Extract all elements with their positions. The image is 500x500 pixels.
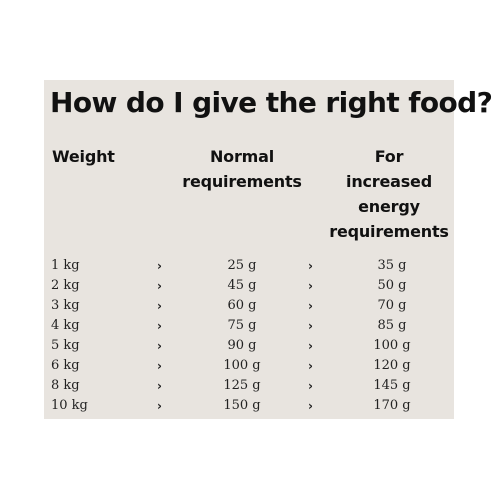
increased-amount-cell: 100 g — [373, 338, 411, 353]
feeding-table-panel: How do I give the right food? Weight Nor… — [44, 80, 493, 419]
chevron-right-icon: › — [308, 379, 313, 393]
weight-cell: 2 kg — [51, 278, 80, 293]
column-header-weight: Weight — [52, 144, 115, 169]
weight-cell: 5 kg — [51, 338, 80, 353]
weight-cell: 10 kg — [51, 398, 88, 413]
chevron-right-icon: › — [308, 359, 313, 373]
normal-amount-cell: 125 g — [223, 378, 261, 393]
table-row: 6 kg › 100 g › 120 g — [44, 356, 454, 376]
weight-cell: 1 kg — [51, 258, 80, 273]
page-title: How do I give the right food? — [50, 86, 493, 119]
chevron-right-icon: › — [308, 399, 313, 413]
feeding-table-body: 1 kg › 25 g › 35 g 2 kg › 45 g › 50 g 3 … — [44, 256, 454, 416]
weight-cell: 6 kg — [51, 358, 80, 373]
table-row: 10 kg › 150 g › 170 g — [44, 396, 454, 416]
increased-amount-cell: 170 g — [373, 398, 411, 413]
normal-amount-cell: 45 g — [227, 278, 257, 293]
chevron-right-icon: › — [157, 259, 162, 273]
column-header-increased-line1: For — [374, 147, 404, 166]
increased-amount-cell: 70 g — [377, 298, 407, 313]
column-header-increased-line3: energy — [358, 197, 420, 216]
increased-amount-cell: 50 g — [377, 278, 407, 293]
chevron-right-icon: › — [157, 319, 162, 333]
chevron-right-icon: › — [308, 299, 313, 313]
column-header-increased-line2: increased — [346, 172, 432, 191]
column-header-normal: Normal requirements — [172, 144, 312, 194]
weight-cell: 8 kg — [51, 378, 80, 393]
column-header-increased: For increased energy requirements — [324, 144, 454, 244]
chevron-right-icon: › — [308, 339, 313, 353]
chevron-right-icon: › — [308, 279, 313, 293]
column-header-increased-line4: requirements — [329, 222, 449, 241]
chevron-right-icon: › — [157, 379, 162, 393]
column-header-weight-label: Weight — [52, 147, 115, 166]
increased-amount-cell: 85 g — [377, 318, 407, 333]
normal-amount-cell: 25 g — [227, 258, 257, 273]
normal-amount-cell: 150 g — [223, 398, 261, 413]
increased-amount-cell: 145 g — [373, 378, 411, 393]
chevron-right-icon: › — [157, 399, 162, 413]
table-row: 1 kg › 25 g › 35 g — [44, 256, 454, 276]
table-row: 4 kg › 75 g › 85 g — [44, 316, 454, 336]
column-header-normal-line2: requirements — [182, 172, 302, 191]
chevron-right-icon: › — [157, 279, 162, 293]
chevron-right-icon: › — [157, 339, 162, 353]
chevron-right-icon: › — [157, 299, 162, 313]
normal-amount-cell: 100 g — [223, 358, 261, 373]
increased-amount-cell: 35 g — [377, 258, 407, 273]
column-header-normal-line1: Normal — [209, 147, 275, 166]
chevron-right-icon: › — [308, 259, 313, 273]
normal-amount-cell: 60 g — [227, 298, 257, 313]
weight-cell: 3 kg — [51, 298, 80, 313]
chevron-right-icon: › — [157, 359, 162, 373]
chevron-right-icon: › — [308, 319, 313, 333]
normal-amount-cell: 90 g — [227, 338, 257, 353]
increased-amount-cell: 120 g — [373, 358, 411, 373]
table-row: 5 kg › 90 g › 100 g — [44, 336, 454, 356]
normal-amount-cell: 75 g — [227, 318, 257, 333]
weight-cell: 4 kg — [51, 318, 80, 333]
table-row: 8 kg › 125 g › 145 g — [44, 376, 454, 396]
table-row: 3 kg › 60 g › 70 g — [44, 296, 454, 316]
table-row: 2 kg › 45 g › 50 g — [44, 276, 454, 296]
